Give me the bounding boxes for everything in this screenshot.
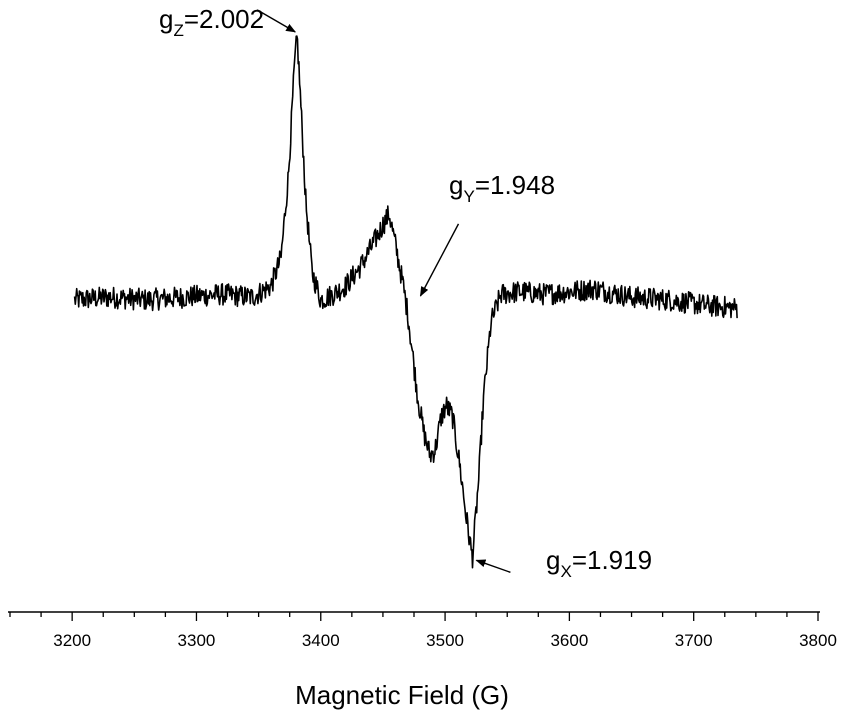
annotation-label: gX=1.919 [546,545,652,581]
x-tick-label: 3700 [675,631,713,650]
annotation-arrow [475,559,511,573]
x-tick-label: 3800 [799,631,837,650]
gz-annotation: gZ=2.002 [159,4,297,40]
x-tick-label: 3600 [550,631,588,650]
annotation-arrow [419,223,460,297]
x-axis: 3200 3300 3400 3500 3600 3700 3800 [8,611,837,650]
gx-annotation: gX=1.919 [475,545,652,581]
peak-annotations: gZ=2.002 gY=1.948 gX=1.919 [159,4,652,581]
x-axis-label: Magnetic Field (G) [295,680,509,710]
series-line [73,35,738,569]
gy-annotation: gY=1.948 [419,170,555,297]
annotation-arrow [256,9,297,33]
x-tick-label: 3300 [178,631,216,650]
x-tick-label: 3200 [53,631,91,650]
annotation-label: gY=1.948 [449,170,555,206]
x-tick-label: 3400 [302,631,340,650]
x-tick-label: 3500 [426,631,464,650]
annotation-label: gZ=2.002 [159,4,264,40]
